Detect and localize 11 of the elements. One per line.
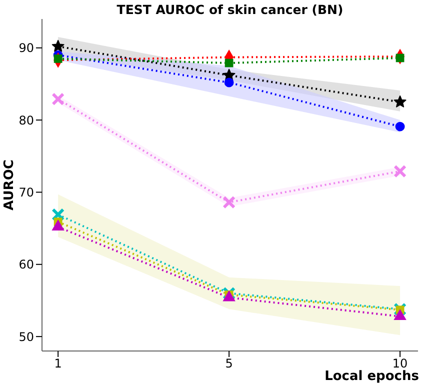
y-tick-label: 60 bbox=[18, 258, 34, 272]
y-axis-title: AUROC bbox=[2, 160, 17, 210]
y-tick-label: 50 bbox=[18, 330, 34, 344]
x-axis-title: Local epochs bbox=[324, 369, 419, 384]
chart-title: TEST AUROC of skin cancer (BN) bbox=[116, 2, 344, 17]
y-tick-label: 80 bbox=[18, 113, 34, 128]
x-tick-label: 5 bbox=[225, 356, 233, 371]
y-tick-label: 90 bbox=[18, 41, 34, 56]
y-tick-label: 70 bbox=[18, 185, 34, 200]
x-tick-label: 10 bbox=[392, 356, 408, 371]
x-tick-label: 1 bbox=[54, 356, 62, 371]
